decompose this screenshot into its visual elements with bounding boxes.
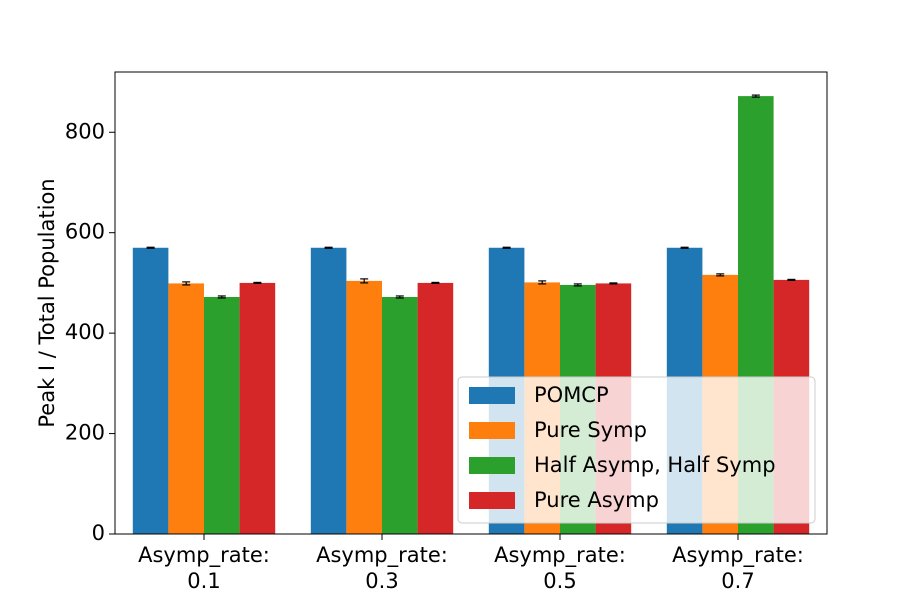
legend-entry: Pure Symp <box>534 418 647 442</box>
legend-entry: POMCP <box>534 383 609 407</box>
y-tick-label: 600 <box>65 220 105 244</box>
legend-swatch <box>469 457 515 474</box>
bar <box>132 247 169 534</box>
x-tick-label: 0.7 <box>721 569 754 593</box>
legend-swatch <box>469 422 515 439</box>
legend-swatch <box>469 387 515 404</box>
y-tick-label: 800 <box>65 119 105 143</box>
y-tick-label: 400 <box>65 320 105 344</box>
legend: POMCP Pure Symp Half Asymp, Half Symp Pure … <box>457 376 816 524</box>
bar <box>204 296 240 534</box>
bar <box>239 282 276 534</box>
y-tick-label: 200 <box>65 421 105 445</box>
x-tick-label: Asymp_rate: <box>138 543 270 568</box>
bar <box>417 282 454 534</box>
y-axis-label: Peak I / Total Population <box>35 178 59 427</box>
error-bars-layer <box>146 94 796 299</box>
bar <box>382 296 418 534</box>
legend-entry: Pure Asymp <box>534 488 659 512</box>
x-tick-label: 0.3 <box>365 569 398 593</box>
x-tick-label: 0.5 <box>543 569 576 593</box>
x-tick-label: Asymp_rate: <box>494 543 626 568</box>
legend-swatch <box>469 492 515 509</box>
x-tick-label: Asymp_rate: <box>672 543 804 568</box>
x-tick-label: Asymp_rate: <box>316 543 448 568</box>
x-axis: Asymp_rate:0.1Asymp_rate:0.3Asymp_rate:0… <box>138 534 804 593</box>
legend-box <box>457 376 816 524</box>
legend-entry: Half Asymp, Half Symp <box>534 453 776 477</box>
bar <box>310 247 347 534</box>
bar <box>168 283 204 534</box>
x-tick-label: 0.1 <box>187 569 220 593</box>
y-axis: 0 200 400 600 800 <box>65 119 115 545</box>
plot-frame <box>114 71 828 535</box>
y-tick-label: 0 <box>92 521 105 545</box>
bar <box>346 280 382 534</box>
